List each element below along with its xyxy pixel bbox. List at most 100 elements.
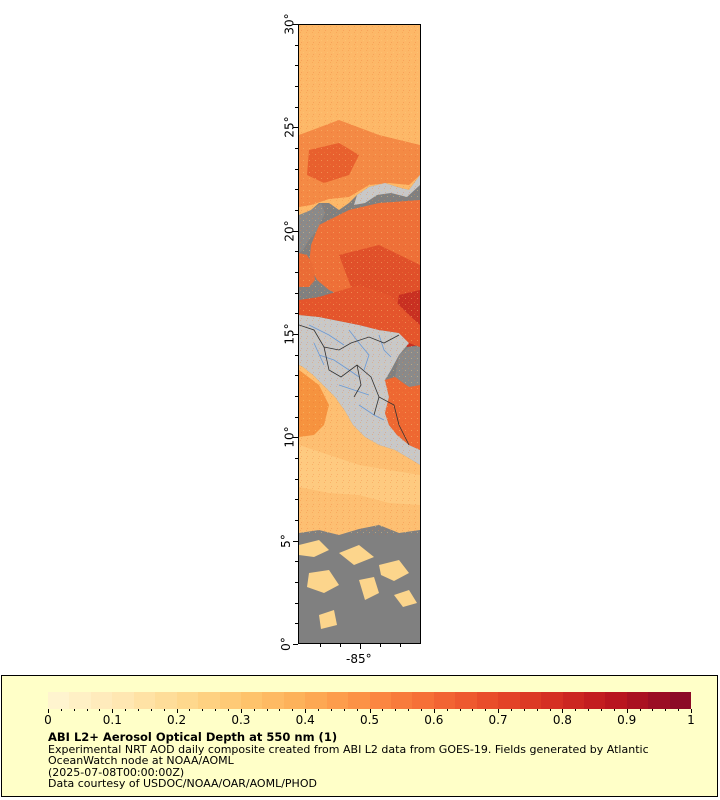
latitude-minor-tick <box>295 189 298 191</box>
colorbar-minor-tick <box>330 709 332 711</box>
colorbar-minor-tick <box>575 709 577 711</box>
latitude-label: 30° <box>282 13 297 35</box>
colorbar-segment <box>305 692 327 709</box>
aod-map <box>298 24 421 644</box>
colorbar-segment <box>198 692 220 709</box>
legend-title: ABI L2+ Aerosol Optical Depth at 550 nm … <box>48 730 338 744</box>
colorbar-segment <box>219 692 241 709</box>
colorbar-minor-tick <box>86 709 88 711</box>
latitude-minor-tick <box>295 499 298 501</box>
latitude-label: 10° <box>282 426 297 448</box>
colorbar-minor-tick <box>510 709 512 711</box>
colorbar-minor-tick <box>60 709 62 711</box>
latitude-label: 5° <box>278 533 293 548</box>
colorbar-segment <box>626 692 649 709</box>
latitude-minor-tick <box>295 416 298 418</box>
colorbar-minor-tick <box>382 709 384 711</box>
colorbar-segment <box>412 692 434 709</box>
colorbar-tick <box>369 709 371 713</box>
colorbar-minor-tick <box>485 709 487 711</box>
colorbar-minor-tick <box>459 709 461 711</box>
latitude-minor-tick <box>295 313 298 315</box>
colorbar-minor-tick <box>395 709 397 711</box>
colorbar-minor-tick <box>150 709 152 711</box>
latitude-minor-tick <box>295 106 298 108</box>
colorbar <box>48 692 692 709</box>
colorbar-minor-tick <box>420 709 422 711</box>
colorbar-label: 0.7 <box>488 713 508 727</box>
colorbar-minor-tick <box>215 709 217 711</box>
latitude-minor-tick <box>295 582 298 583</box>
legend-text: ABI L2+ Aerosol Optical Depth at 550 nm … <box>48 730 708 790</box>
colorbar-minor-tick <box>318 709 320 711</box>
latitude-minor-tick <box>295 168 298 170</box>
colorbar-segment <box>583 692 606 709</box>
colorbar-minor-tick <box>99 709 101 711</box>
colorbar-segment <box>155 692 177 709</box>
colorbar-minor-tick <box>138 709 140 711</box>
latitude-minor-tick <box>295 148 298 149</box>
colorbar-minor-tick <box>292 709 294 711</box>
colorbar-minor-tick <box>202 709 204 711</box>
longitude-minor-tick <box>380 644 381 647</box>
colorbar-tick <box>691 709 692 713</box>
latitude-minor-tick <box>295 623 298 625</box>
longitude-minor-tick <box>320 644 321 647</box>
colorbar-segment <box>133 692 156 709</box>
legend-panel: 0 0.1 0.2 0.3 0.4 0.5 0.6 0.7 0.8 0.9 1 ABI L2+ Ae… <box>1 675 718 797</box>
colorbar-minor-tick <box>536 709 538 711</box>
legend-date: (2025-07-08T00:00:00Z) <box>48 765 185 779</box>
colorbar-minor-tick <box>305 709 307 711</box>
colorbar-minor-tick <box>549 709 551 711</box>
colorbar-label: 0 <box>44 713 52 727</box>
colorbar-segment <box>90 692 113 709</box>
colorbar-minor-tick <box>652 709 654 711</box>
colorbar-segment <box>348 692 370 709</box>
colorbar-minor-tick <box>266 709 268 711</box>
latitude-minor-tick <box>295 602 298 604</box>
latitude-minor-tick <box>295 540 298 542</box>
colorbar-minor-tick <box>523 709 525 711</box>
colorbar-segment <box>605 692 627 709</box>
colorbar-label: 0.6 <box>424 713 444 727</box>
latitude-minor-tick <box>295 396 298 397</box>
colorbar-minor-tick <box>48 709 49 711</box>
colorbar-minor-tick <box>112 709 114 711</box>
colorbar-segment <box>176 692 199 709</box>
colorbar-minor-tick <box>369 709 371 711</box>
colorbar-minor-tick <box>562 709 564 711</box>
colorbar-segment <box>262 692 284 709</box>
colorbar-segment <box>369 692 391 709</box>
colorbar-label: 0.4 <box>295 713 315 727</box>
colorbar-segment <box>391 692 413 709</box>
colorbar-segment <box>433 692 456 709</box>
colorbar-minor-tick <box>163 709 165 711</box>
colorbar-tick <box>305 709 307 713</box>
colorbar-minor-tick <box>446 709 448 711</box>
colorbar-segment <box>112 692 134 709</box>
latitude-label: 15° <box>282 323 297 345</box>
colorbar-minor-tick <box>408 709 410 711</box>
colorbar-minor-tick <box>691 709 692 711</box>
colorbar-label: 0.1 <box>102 713 122 727</box>
colorbar-segment <box>476 692 499 709</box>
colorbar-tick <box>176 709 178 713</box>
colorbar-minor-tick <box>626 709 628 711</box>
longitude-minor-tick <box>400 644 401 647</box>
colorbar-minor-tick <box>588 709 590 711</box>
colorbar-minor-tick <box>665 709 667 711</box>
colorbar-minor-tick <box>279 709 281 711</box>
latitude-minor-tick <box>295 44 298 46</box>
longitude-tick <box>360 644 361 649</box>
colorbar-segment <box>326 692 349 709</box>
colorbar-tick <box>240 709 242 713</box>
colorbar-minor-tick <box>73 709 75 711</box>
latitude-minor-tick <box>295 458 298 459</box>
colorbar-segment <box>48 692 70 709</box>
latitude-minor-tick <box>295 478 298 480</box>
colorbar-tick <box>626 709 628 713</box>
colorbar-tick <box>498 709 500 713</box>
colorbar-label: 0.5 <box>359 713 380 727</box>
colorbar-minor-tick <box>356 709 358 711</box>
latitude-label: 20° <box>282 220 297 242</box>
